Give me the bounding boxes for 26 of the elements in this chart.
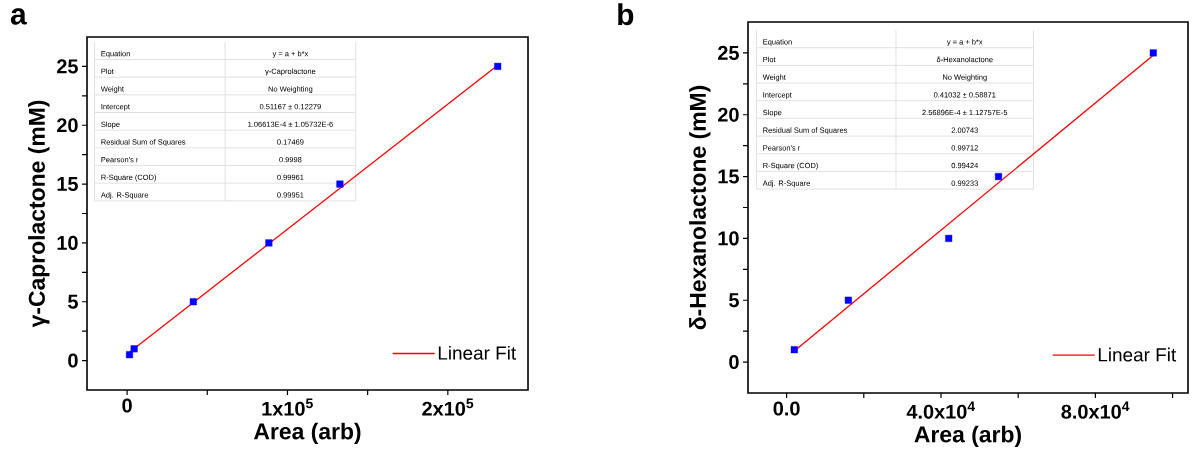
y-tick-label: 15 [718, 169, 739, 184]
y-tick-label: 5 [68, 294, 78, 309]
y-axis-title: γ-Caprolactone (mM) [28, 100, 50, 328]
y-tick-label: 5 [729, 293, 739, 308]
x-tick-label: 8.0x10$^{4}$ [1061, 401, 1130, 419]
y-tick-label: 10 [57, 235, 78, 250]
y-tick-label: 0 [68, 353, 78, 368]
y-tick-label: 25 [57, 59, 78, 74]
chart-title: b [618, 3, 634, 26]
y-tick-label: 0 [729, 355, 739, 370]
y-tick-label: 10 [718, 231, 739, 246]
y-tick-label: 15 [57, 177, 78, 192]
y-tick-label: 25 [718, 45, 739, 60]
y-axis-title: δ-Hexanolactone (mM) [689, 85, 711, 330]
x-tick-label: 4.0x10$^{4}$ [906, 401, 976, 419]
y-tick-label: 20 [57, 118, 78, 133]
chart-title: a [10, 8, 27, 25]
x-axis-title: Area (arb) [914, 425, 1021, 447]
x-axis-title: Area (arb) [253, 422, 361, 444]
legend-label: Linear Fit [438, 345, 517, 360]
x-tick-label: 1x10$^{5}$ [262, 398, 313, 416]
legend-label: Linear Fit [1098, 347, 1177, 362]
y-tick-label: 20 [718, 107, 739, 122]
x-tick-label: 0 [122, 398, 132, 413]
x-tick-label: 2x10$^{5}$ [422, 398, 474, 416]
x-tick-label: 0.0 [773, 401, 800, 416]
